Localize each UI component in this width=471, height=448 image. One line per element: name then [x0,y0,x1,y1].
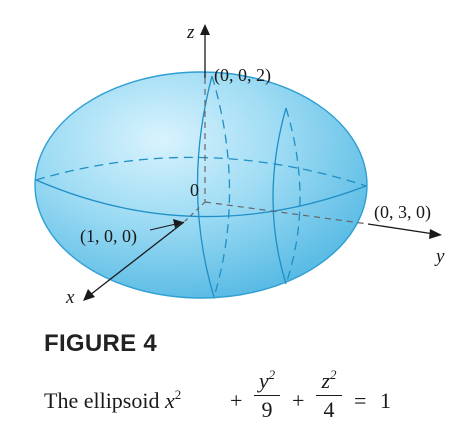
front-point-pointer-arrowhead [173,219,183,228]
vertical-section-2-dashed [285,107,301,285]
x-axis-arrowhead [83,289,95,301]
vertical-section-1-dashed [211,75,231,298]
front-point-pointer [149,223,177,231]
origin-label: 0 [190,180,199,200]
y-axis-hidden [204,201,369,225]
caption-plus-2: + [292,388,305,413]
caption-prefix: The ellipsoid x2 [44,386,182,413]
x-axis-hidden [183,201,206,223]
x-axis [89,221,185,296]
y-axis-arrowhead [429,229,442,239]
ellipsoid-body [34,71,368,299]
front-point-label: (1, 0, 0) [80,226,137,247]
top-point-label: (0, 0, 2) [214,65,271,86]
y-axis [367,223,435,235]
z-axis-label: z [186,22,195,43]
right-point-label: (0, 3, 0) [374,202,431,223]
figure-title: FIGURE 4 [44,330,158,357]
y-axis-label: y [434,246,445,267]
caption-rhs: 1 [380,388,391,413]
equator-back-dashed [35,156,367,187]
caption-plus-1: + [230,388,243,413]
caption-equals: = [354,388,367,413]
vertical-section-2-front [272,107,287,285]
figure-caption: The ellipsoid x2 + y2 9 + z2 4 = 1 [44,368,464,438]
caption-fraction-z: z2 4 [314,368,344,422]
equator-front [35,179,367,218]
z-axis-arrowhead [200,24,210,35]
x-axis-label: x [65,287,75,308]
caption-fraction-y: y2 9 [252,368,282,422]
